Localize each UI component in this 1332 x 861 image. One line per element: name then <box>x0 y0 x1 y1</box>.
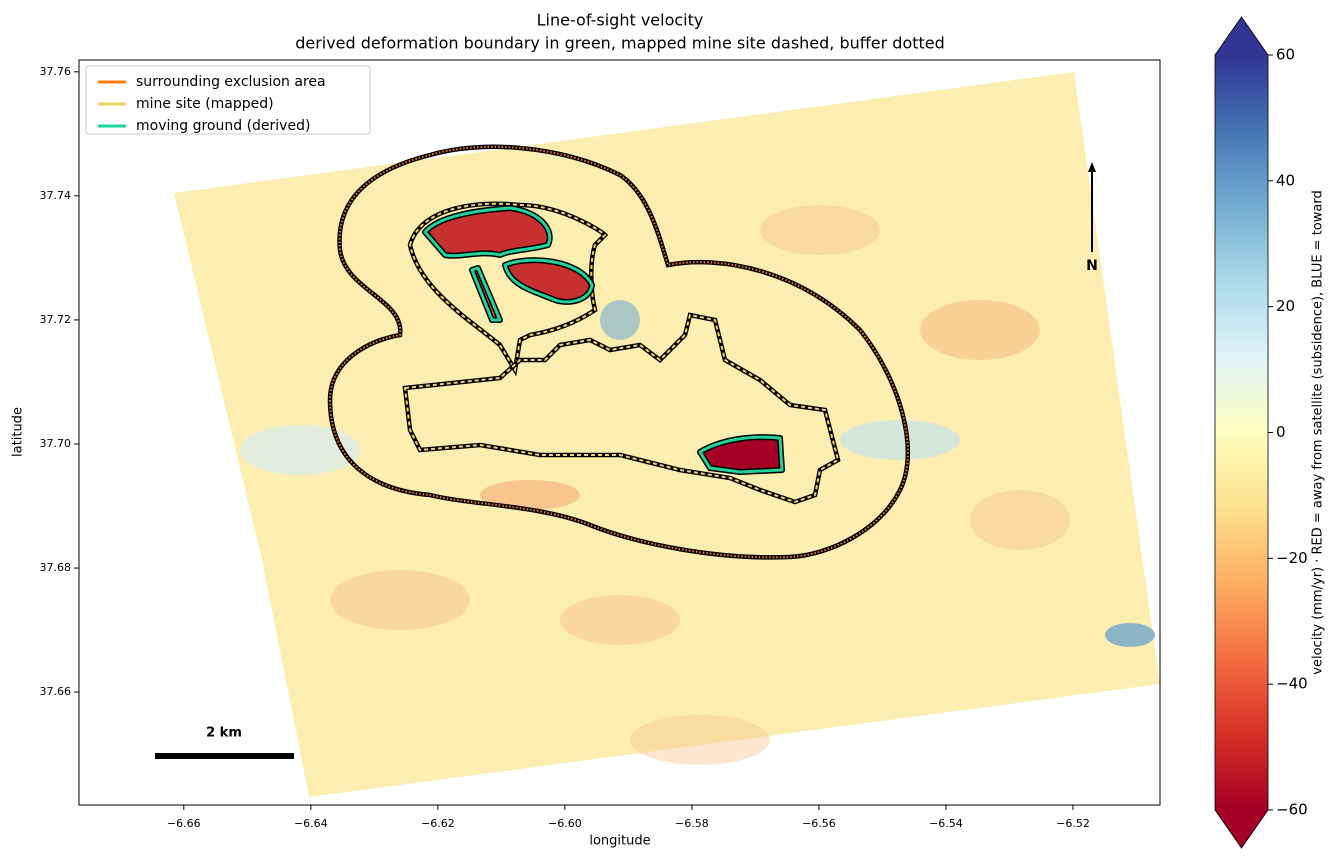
legend-items: surrounding exclusion area mine site (map… <box>98 74 326 134</box>
colorbar-tick-label: 0 <box>1276 423 1286 441</box>
colorbar-tick-label: −40 <box>1276 675 1308 693</box>
y-tick-label: 37.70 <box>40 437 72 450</box>
x-tick-label: −6.60 <box>548 817 582 830</box>
colorbar-tick-label: −20 <box>1276 549 1308 567</box>
x-tick-label: −6.54 <box>929 817 963 830</box>
chart-title: Line-of-sight velocity <box>537 11 704 30</box>
x-tick-label: −6.64 <box>294 817 328 830</box>
north-arrow-head <box>1088 162 1096 172</box>
legend-label: surrounding exclusion area <box>136 74 326 90</box>
y-tick-label: 37.72 <box>40 313 72 326</box>
legend <box>85 65 371 135</box>
y-axis-label: latitude <box>11 407 26 457</box>
x-tick-label: −6.66 <box>167 817 201 830</box>
x-tick-label: −6.62 <box>421 817 455 830</box>
colorbar-tick-label: 40 <box>1276 171 1295 189</box>
y-tick-label: 37.68 <box>40 561 72 574</box>
y-tick-label: 37.74 <box>40 189 72 202</box>
x-tick-label: −6.56 <box>802 817 836 830</box>
colorbar-body <box>1215 55 1268 810</box>
x-axis-label: longitude <box>589 834 650 849</box>
colorbar-label: velocity (mm/yr) · RED = away from satel… <box>1311 190 1326 674</box>
legend-label: mine site (mapped) <box>136 96 274 112</box>
north-label: N <box>1086 258 1098 274</box>
x-tick-label: −6.58 <box>675 817 709 830</box>
x-tick-label: −6.52 <box>1056 817 1090 830</box>
legend-label: moving ground (derived) <box>136 118 310 134</box>
scale-bar-label: 2 km <box>206 726 242 741</box>
colorbar-extend-high <box>1215 17 1268 55</box>
colorbar-tick-label: −60 <box>1276 801 1308 819</box>
colorbar-tick-label: 60 <box>1276 46 1295 64</box>
axes-frame <box>78 59 1161 806</box>
y-tick-label: 37.76 <box>40 65 72 78</box>
y-tick-label: 37.66 <box>40 685 72 698</box>
colorbar-extend-low <box>1215 810 1268 848</box>
chart-subtitle: derived deformation boundary in green, m… <box>295 34 945 53</box>
velocity-raster <box>174 72 1160 797</box>
colorbar-tick-label: 20 <box>1276 297 1295 315</box>
colorbar: −60 −40 −20 0 20 40 60 velocity (mm/yr) · RED =… <box>1214 16 1326 849</box>
